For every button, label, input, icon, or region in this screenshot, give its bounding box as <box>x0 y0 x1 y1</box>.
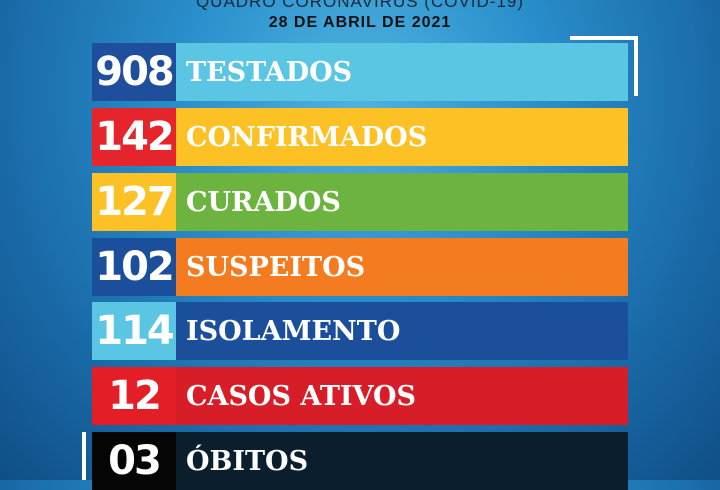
header-date: 28 DE ABRIL DE 2021 <box>268 14 452 31</box>
stat-value: 908 <box>92 43 176 101</box>
stat-value: 127 <box>92 173 176 231</box>
header-title: QUADRO CORONAVÍRUS (COVID-19) <box>195 0 525 11</box>
stat-row-obitos: 03 ÓBITOS <box>92 432 628 490</box>
stat-label: CURADOS <box>176 173 628 231</box>
decorative-frame-line <box>82 432 86 480</box>
stat-value: 142 <box>92 108 176 166</box>
stat-label: CONFIRMADOS <box>176 108 628 166</box>
stat-label: SUSPEITOS <box>176 238 628 296</box>
stat-label: ÓBITOS <box>176 432 628 490</box>
stat-row-suspeitos: 102 SUSPEITOS <box>92 238 628 296</box>
stat-row-casos-ativos: 12 CASOS ATIVOS <box>92 367 628 425</box>
stat-value: 03 <box>92 432 176 490</box>
stat-row-isolamento: 114 ISOLAMENTO <box>92 302 628 360</box>
stat-row-testados: 908 TESTADOS <box>92 43 628 101</box>
decorative-frame-corner <box>570 36 638 96</box>
stat-label: CASOS ATIVOS <box>176 367 628 425</box>
stat-row-confirmados: 142 CONFIRMADOS <box>92 108 628 166</box>
stat-label: ISOLAMENTO <box>176 302 628 360</box>
stat-value: 114 <box>92 302 176 360</box>
stat-label: TESTADOS <box>176 43 628 101</box>
stat-value: 102 <box>92 238 176 296</box>
stat-row-curados: 127 CURADOS <box>92 173 628 231</box>
stat-value: 12 <box>92 367 176 425</box>
